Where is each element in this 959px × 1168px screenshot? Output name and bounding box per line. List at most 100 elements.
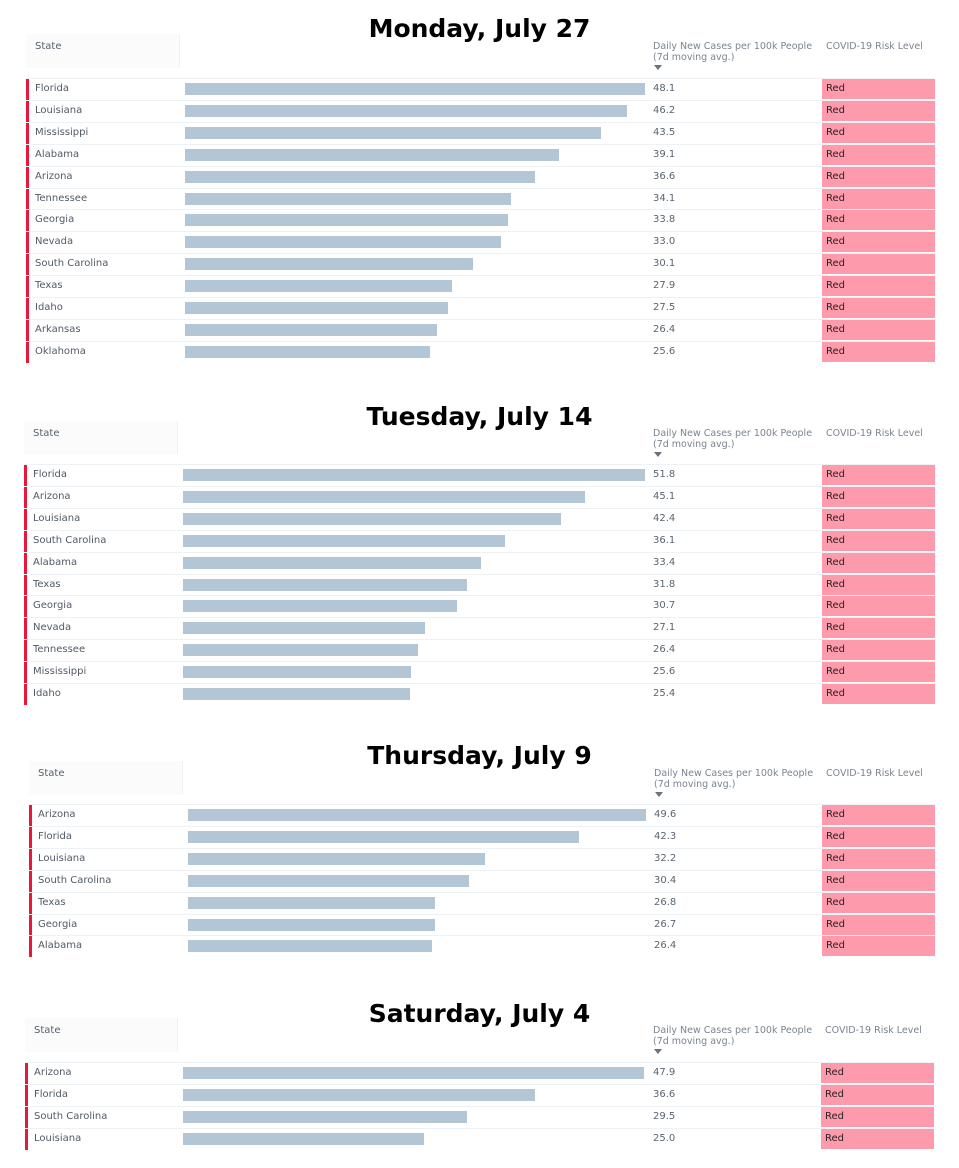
column-header-state[interactable]: State bbox=[33, 428, 60, 439]
state-header-cell[interactable] bbox=[25, 1018, 178, 1052]
table-row[interactable]: Alabama 26.4 Red bbox=[29, 935, 935, 958]
state-header-cell[interactable] bbox=[24, 421, 178, 455]
cases-header-line2: (7d moving avg.) bbox=[654, 779, 736, 790]
table-row[interactable]: Texas 31.8 Red bbox=[24, 573, 935, 596]
column-header-cases[interactable]: Daily New Cases per 100k People (7d movin… bbox=[653, 1025, 812, 1054]
risk-marker bbox=[26, 210, 29, 232]
table-row[interactable]: South Carolina 30.4 Red bbox=[29, 869, 935, 892]
cases-bar bbox=[188, 874, 469, 887]
risk-level-cell: Red bbox=[822, 319, 935, 340]
risk-level-cell: Red bbox=[822, 210, 935, 231]
table-row[interactable]: Oklahoma 25.6 Red bbox=[26, 340, 935, 363]
risk-level-text: Red bbox=[826, 809, 845, 820]
state-name: Mississippi bbox=[35, 126, 89, 138]
column-header-cases[interactable]: Daily New Cases per 100k People (7d movin… bbox=[653, 41, 812, 70]
sort-descending-icon[interactable] bbox=[655, 792, 663, 797]
table-row[interactable]: Arizona 47.9 Red bbox=[25, 1062, 934, 1084]
cases-bar bbox=[183, 1110, 467, 1123]
table-row[interactable]: Mississippi 43.5 Red bbox=[26, 121, 935, 144]
state-header-cell[interactable] bbox=[29, 761, 183, 795]
table-row[interactable]: Nevada 27.1 Red bbox=[24, 617, 935, 640]
table-row[interactable]: South Carolina 29.5 Red bbox=[25, 1105, 934, 1128]
risk-level-cell: Red bbox=[822, 144, 935, 165]
table-row[interactable]: Arizona 49.6 Red bbox=[29, 804, 935, 826]
table-row[interactable]: Georgia 26.7 Red bbox=[29, 913, 935, 936]
table-row[interactable]: Idaho 25.4 Red bbox=[24, 683, 935, 705]
cases-header-line1: Daily New Cases per 100k People bbox=[653, 41, 813, 52]
column-header-state[interactable]: State bbox=[34, 1025, 61, 1036]
risk-level-text: Red bbox=[826, 258, 845, 270]
sort-descending-icon[interactable] bbox=[654, 452, 662, 457]
table-row[interactable]: Arizona 36.6 Red bbox=[26, 165, 935, 188]
table-row[interactable]: Idaho 27.5 Red bbox=[26, 297, 935, 319]
cases-value: 45.1 bbox=[653, 490, 676, 502]
cases-value: 33.4 bbox=[653, 556, 676, 568]
cases-value: 26.4 bbox=[653, 644, 676, 656]
risk-level-text: Red bbox=[826, 323, 845, 335]
table-row[interactable]: Louisiana 46.2 Red bbox=[26, 99, 935, 122]
cases-bar bbox=[183, 490, 586, 503]
cases-bar bbox=[188, 918, 435, 931]
state-name: Texas bbox=[35, 280, 63, 292]
table-row[interactable]: Georgia 33.8 Red bbox=[26, 209, 935, 232]
risk-level-text: Red bbox=[826, 622, 845, 634]
state-name: Florida bbox=[38, 830, 73, 842]
cases-value: 27.1 bbox=[653, 622, 676, 634]
table-row[interactable]: Arkansas 26.4 Red bbox=[26, 318, 935, 341]
table-row[interactable]: Florida 42.3 Red bbox=[29, 825, 935, 848]
column-header-state[interactable]: State bbox=[35, 41, 62, 52]
cases-value: 36.6 bbox=[653, 1088, 676, 1100]
table-row[interactable]: Georgia 30.7 Red bbox=[24, 595, 935, 618]
table-row[interactable]: Tennessee 34.1 Red bbox=[26, 187, 935, 210]
cases-header-line1: Daily New Cases per 100k People bbox=[653, 428, 813, 439]
state-header-cell[interactable] bbox=[26, 34, 180, 68]
table-row[interactable]: Alabama 39.1 Red bbox=[26, 143, 935, 166]
table-row[interactable]: Mississippi 25.6 Red bbox=[24, 661, 935, 684]
table-row[interactable]: Tennessee 26.4 Red bbox=[24, 639, 935, 662]
column-header-risk[interactable]: COVID-19 Risk Level bbox=[826, 768, 923, 779]
cases-bar bbox=[185, 148, 559, 161]
table-row[interactable]: Alabama 33.4 Red bbox=[24, 551, 935, 574]
table-row[interactable]: Texas 27.9 Red bbox=[26, 275, 935, 298]
risk-level-text: Red bbox=[826, 534, 845, 546]
column-header-risk[interactable]: COVID-19 Risk Level bbox=[826, 428, 923, 439]
risk-marker bbox=[26, 166, 29, 188]
column-header-risk[interactable]: COVID-19 Risk Level bbox=[826, 41, 923, 52]
cases-bar bbox=[188, 896, 436, 909]
cases-bar bbox=[185, 345, 430, 358]
state-name: Nevada bbox=[33, 622, 72, 634]
sort-descending-icon[interactable] bbox=[654, 1049, 662, 1054]
table-row[interactable]: Louisiana 25.0 Red bbox=[25, 1127, 934, 1150]
cases-value: 39.1 bbox=[653, 148, 676, 160]
column-header-state[interactable]: State bbox=[38, 768, 65, 779]
table-row[interactable]: Florida 51.8 Red bbox=[24, 464, 935, 486]
table-row[interactable]: Arizona 45.1 Red bbox=[24, 485, 935, 508]
panel-title: Saturday, July 4 bbox=[368, 999, 591, 1028]
risk-level-text: Red bbox=[826, 170, 845, 182]
table-row[interactable]: South Carolina 36.1 Red bbox=[24, 529, 935, 552]
column-header-cases[interactable]: Daily New Cases per 100k People (7d movin… bbox=[653, 428, 812, 457]
table-row[interactable]: Florida 36.6 Red bbox=[25, 1083, 934, 1106]
risk-marker bbox=[26, 100, 29, 122]
table-row[interactable]: Louisiana 32.2 Red bbox=[29, 847, 935, 870]
cases-bar bbox=[188, 852, 486, 865]
table-row[interactable]: Louisiana 42.4 Red bbox=[24, 507, 935, 530]
risk-level-cell: Red bbox=[822, 848, 935, 869]
cases-value: 34.1 bbox=[653, 192, 676, 204]
column-header-cases[interactable]: Daily New Cases per 100k People (7d movin… bbox=[654, 768, 813, 797]
table-row[interactable]: South Carolina 30.1 Red bbox=[26, 253, 935, 276]
risk-level-cell: Red bbox=[821, 1063, 934, 1083]
table-row[interactable]: Nevada 33.0 Red bbox=[26, 231, 935, 254]
panel-title: Tuesday, July 14 bbox=[366, 402, 593, 431]
risk-level-text: Red bbox=[825, 1110, 844, 1122]
risk-marker bbox=[24, 552, 27, 574]
cases-header-line2: (7d moving avg.) bbox=[653, 1036, 735, 1047]
table-row[interactable]: Texas 26.8 Red bbox=[29, 891, 935, 914]
sort-descending-icon[interactable] bbox=[654, 65, 662, 70]
state-name: Idaho bbox=[33, 688, 61, 699]
risk-marker bbox=[24, 530, 27, 552]
column-header-risk[interactable]: COVID-19 Risk Level bbox=[825, 1025, 922, 1036]
state-name: Mississippi bbox=[33, 666, 87, 678]
cases-value: 30.7 bbox=[653, 600, 676, 612]
table-row[interactable]: Florida 48.1 Red bbox=[26, 78, 935, 100]
